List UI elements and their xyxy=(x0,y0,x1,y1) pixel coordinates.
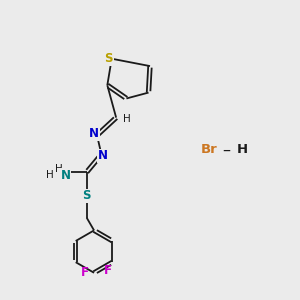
Text: F: F xyxy=(81,266,88,279)
Text: N: N xyxy=(61,169,70,182)
Text: H: H xyxy=(55,164,63,174)
Text: S: S xyxy=(104,52,113,65)
Text: Br: Br xyxy=(200,143,217,157)
Text: –: – xyxy=(223,142,231,158)
Text: S: S xyxy=(82,189,91,202)
Text: N: N xyxy=(98,149,108,162)
Text: F: F xyxy=(104,264,112,277)
Text: N: N xyxy=(89,127,99,140)
Text: H: H xyxy=(123,114,130,124)
Text: H: H xyxy=(237,143,248,157)
Text: H: H xyxy=(46,170,54,180)
